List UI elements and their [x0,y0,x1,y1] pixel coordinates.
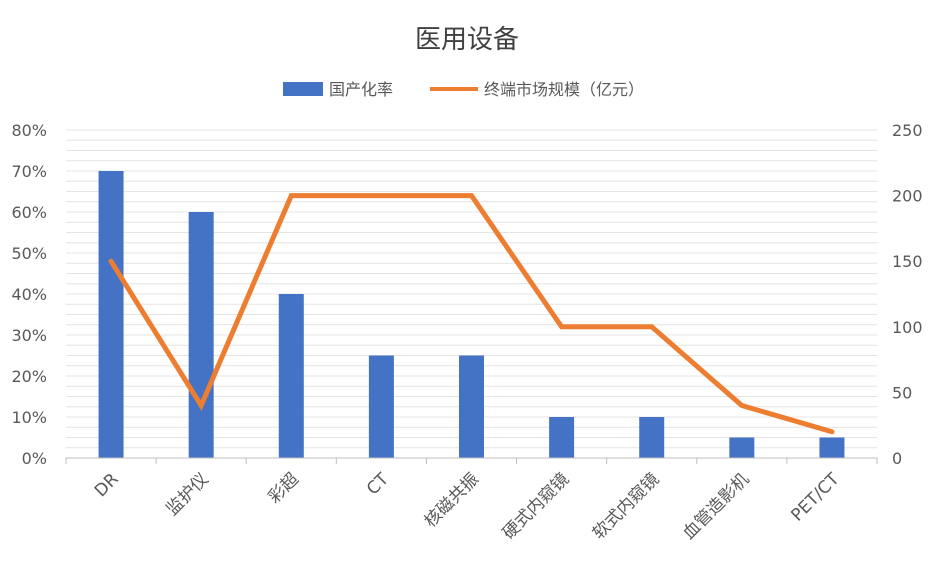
right-tick-label: 100 [892,318,923,337]
x-tick-label: 软式内窥镜 [589,469,663,543]
x-axis-ticks: DR 监护仪 彩超 CT 核磁共振硬式内窥镜软式内窥镜血管造影机 PET/CT [91,469,844,544]
legend-label-bar: 国产化率 [329,80,393,99]
x-tick-label: PET/CT [787,469,844,526]
left-tick-label: 80% [11,121,47,140]
right-axis-ticks: 0 50 100 150 200 250 [892,121,923,468]
left-axis-ticks: 0% 10% 20% 30% 40% 50% 60% 70% 80% [11,121,47,468]
left-tick-label: 70% [11,162,47,181]
bar-4 [459,356,484,459]
bar-3 [369,356,394,459]
left-tick-label: 60% [11,203,47,222]
x-tick-label: 硬式内窥镜 [499,469,573,543]
x-tick-label: 监护仪 [162,469,212,519]
left-tick-label: 40% [11,285,47,304]
left-tick-label: 0% [22,449,47,468]
bar-1 [189,212,214,458]
right-tick-label: 50 [892,383,912,402]
bar-7 [729,438,754,459]
right-tick-label: 150 [892,252,923,271]
x-tick-label: DR [91,469,123,501]
axes [66,458,877,464]
bar-0 [99,171,124,458]
chart-title: 医用设备 [415,25,519,55]
x-tick-label: 核磁共振 [421,469,483,531]
bar-6 [639,417,664,458]
legend-label-line: 终端市场规模（亿元） [484,80,644,99]
bar-5 [549,417,574,458]
bar-2 [279,294,304,458]
left-tick-label: 20% [11,367,47,386]
left-tick-label: 10% [11,408,47,427]
right-tick-label: 200 [892,187,923,206]
left-tick-label: 30% [11,326,47,345]
legend-swatch-bar [283,82,323,96]
bar-8 [819,438,844,459]
left-tick-label: 50% [11,244,47,263]
legend: 国产化率 终端市场规模（亿元） [283,80,644,99]
right-tick-label: 0 [892,449,902,468]
right-tick-label: 250 [892,121,923,140]
x-tick-label: 血管造影机 [679,469,753,543]
x-tick-label: CT [363,469,393,499]
x-tick-label: 彩超 [265,469,303,507]
